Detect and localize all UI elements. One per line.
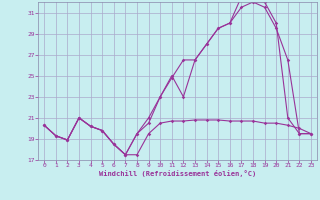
X-axis label: Windchill (Refroidissement éolien,°C): Windchill (Refroidissement éolien,°C): [99, 170, 256, 177]
